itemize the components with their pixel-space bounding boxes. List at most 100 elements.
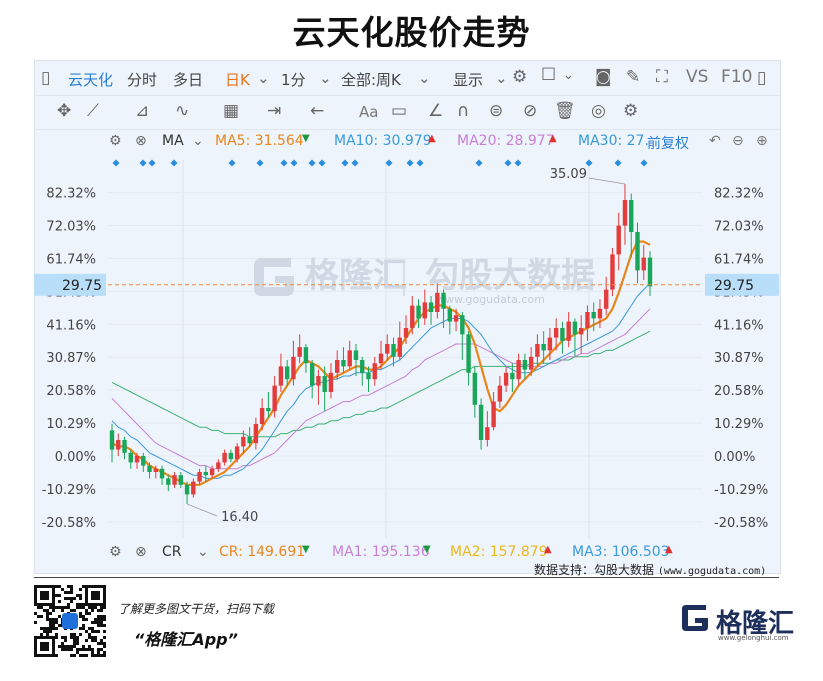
f10-button[interactable]: F10 — [721, 67, 753, 87]
fullscreen-icon[interactable]: ⛶ — [656, 67, 668, 87]
zoom-out-icon[interactable]: ⊖ — [732, 133, 744, 149]
candle-body — [159, 468, 165, 479]
zoom-in-icon[interactable]: ⊕ — [756, 133, 768, 149]
fib-tool-icon[interactable]: ▦ — [223, 101, 240, 121]
y-tick-label-left: 82.32% — [46, 187, 96, 202]
tab-multi-day[interactable]: 多日 — [173, 71, 204, 89]
event-marker — [475, 159, 483, 167]
tab-daily-k[interactable]: 日K — [225, 71, 250, 89]
chevron-down-icon[interactable]: ⌄ — [192, 133, 204, 149]
camera-icon[interactable]: ◙ — [595, 67, 612, 87]
cr-value: CR: 149.691 — [219, 544, 306, 560]
y-tick-label-left: -20.58% — [42, 516, 96, 531]
tab-weekly-k[interactable]: 全部:周K — [341, 71, 401, 89]
gear-icon[interactable]: ⚙ — [512, 67, 528, 87]
hide-icon[interactable]: ⊘ — [523, 101, 538, 121]
pencil-icon[interactable]: ✎ — [626, 67, 641, 87]
event-marker — [416, 159, 424, 167]
y-tick-label-right: 10.29% — [714, 417, 764, 432]
down-arrow-icon: ▼ — [302, 544, 310, 555]
trash-icon[interactable]: 🗑 — [554, 101, 576, 121]
chart-grid — [108, 160, 702, 538]
current-price-label-right: 29.75 — [714, 278, 754, 294]
chevron-down-icon[interactable]: ⌄ — [257, 69, 270, 87]
candle-body — [403, 328, 409, 338]
settings-icon[interactable]: ⚙ — [623, 101, 639, 121]
candle-body — [272, 385, 277, 412]
stock-name-tab[interactable]: 云天化 — [68, 71, 114, 89]
chevron-down-icon[interactable]: ⌄ — [418, 69, 431, 87]
candle-body — [216, 462, 221, 469]
candle-body — [616, 225, 621, 255]
arrow-tool-icon[interactable]: ← — [310, 101, 325, 121]
candle-body — [410, 305, 415, 328]
event-marker — [170, 159, 178, 167]
candle-body — [266, 408, 271, 412]
max-price-label: 35.09 — [550, 167, 587, 182]
close-icon[interactable]: ⊗ — [135, 133, 147, 149]
display-menu[interactable]: 显示 — [453, 71, 484, 89]
candle-body — [141, 456, 146, 466]
tab-intraday[interactable]: 分时 — [127, 71, 158, 89]
ma-indicator-label[interactable]: MA — [162, 133, 184, 149]
event-marker — [308, 159, 316, 167]
wave-tool-icon[interactable]: ∿ — [175, 101, 190, 121]
down-arrow-icon: ▼ — [302, 133, 310, 144]
cr-ma3-value: MA3: 106.503 — [572, 544, 670, 560]
qr-code[interactable] — [34, 585, 106, 657]
color-swatch-icon[interactable]: ☐ — [541, 65, 557, 85]
up-arrow-icon: ▲ — [549, 133, 557, 144]
candle-body — [297, 347, 302, 357]
y-tick-label-left: -10.29% — [42, 483, 96, 498]
candle-body — [460, 315, 465, 335]
undo-icon[interactable]: ↶ — [709, 133, 721, 149]
measure-tool-icon[interactable]: ⇥ — [267, 101, 282, 121]
event-marker — [406, 159, 414, 167]
candle-body — [303, 347, 309, 364]
toggle-icon[interactable]: ◎ — [591, 101, 606, 121]
candle-body — [109, 430, 115, 450]
text-tool-button[interactable]: Aa — [359, 103, 379, 121]
crosshair-icon[interactable]: ✥ — [57, 101, 72, 121]
panel-toggle-icon[interactable]: ▯ — [757, 68, 767, 88]
event-marker — [280, 159, 288, 167]
ruler-icon[interactable]: ∠ — [428, 101, 444, 121]
main-toolbar: ▯ 云天化 分时 多日 日K ⌄ 1分 ⌄ 全部:周K ⌄ 显示 ⌄ ⚙ ☐ ⌄… — [35, 61, 780, 96]
cr-indicator-label[interactable]: CR — [162, 544, 182, 560]
candle-body — [566, 321, 571, 341]
comment-icon[interactable]: ▭ — [391, 101, 408, 121]
tab-1min[interactable]: 1分 — [281, 71, 306, 89]
max-pointer — [588, 177, 626, 185]
event-marker — [256, 159, 264, 167]
gear-icon[interactable]: ⚙ — [109, 544, 122, 560]
gear-icon[interactable]: ⚙ — [109, 133, 122, 149]
candle-body — [497, 385, 503, 402]
adjust-toggle[interactable]: 前复权 — [647, 136, 689, 152]
chevron-down-icon[interactable]: ⌄ — [197, 544, 209, 560]
y-tick-label-left: 72.03% — [46, 220, 96, 235]
chevron-down-icon[interactable]: ⌄ — [319, 69, 332, 87]
y-tick-label-right: 61.74% — [714, 252, 764, 267]
candle-body — [366, 372, 371, 380]
magnet-icon[interactable]: ∩ — [457, 101, 470, 121]
candle-body — [522, 360, 528, 370]
chevron-down-icon[interactable]: ⌄ — [563, 68, 574, 83]
up-arrow-icon: ▲ — [428, 133, 436, 144]
candle-body — [222, 452, 227, 463]
event-marker — [148, 159, 156, 167]
ma20-line — [111, 308, 651, 470]
sidebar-toggle-icon[interactable]: ▯ — [41, 68, 51, 88]
candle-body — [128, 452, 133, 463]
candle-body — [528, 356, 534, 370]
candle-body — [578, 328, 584, 335]
candle-body — [147, 465, 152, 472]
compare-vs-button[interactable]: VS — [686, 67, 709, 87]
candle-body — [122, 440, 127, 453]
close-icon[interactable]: ⊗ — [135, 544, 147, 560]
line-tool-icon[interactable]: ⟋ — [87, 101, 99, 121]
polyline-tool-icon[interactable]: ⊿ — [135, 101, 150, 121]
up-arrow-icon: ▲ — [665, 544, 673, 555]
chevron-down-icon[interactable]: ⌄ — [495, 69, 508, 87]
lock-icon[interactable]: ⊜ — [489, 101, 504, 121]
